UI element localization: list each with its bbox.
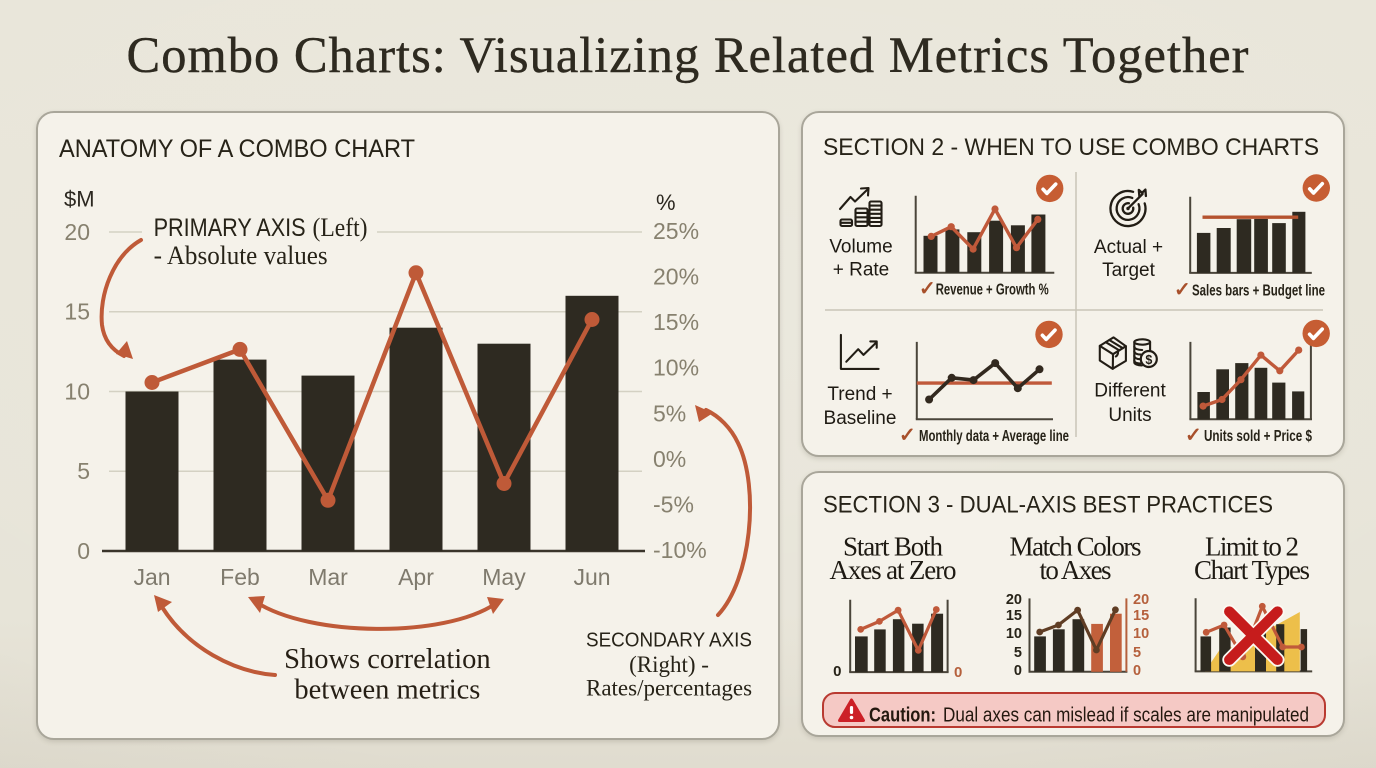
svg-text:10: 10 [1133,626,1149,642]
svg-text:15: 15 [64,299,90,325]
svg-text:Limit to 2: Limit to 2 [1205,532,1299,562]
svg-text:20%: 20% [653,264,699,290]
svg-text:between metrics: between metrics [294,675,480,706]
svg-text:Units sold + Price $: Units sold + Price $ [1204,428,1312,445]
svg-text:✓: ✓ [899,425,916,447]
svg-text:Actual +: Actual + [1094,237,1163,258]
svg-text:Axes at Zero: Axes at Zero [830,555,957,585]
svg-text:SECTION 2 - WHEN TO USE COMBO: SECTION 2 - WHEN TO USE COMBO CHARTS [823,134,1319,161]
svg-text:0: 0 [954,664,962,681]
svg-text:Sales bars + Budget line: Sales bars + Budget line [1192,283,1325,300]
svg-text:5: 5 [77,458,90,484]
svg-text:Trend +: Trend + [827,384,892,405]
svg-text:Target: Target [1102,260,1156,281]
svg-text:- Absolute values: - Absolute values [154,240,328,270]
svg-text:10: 10 [64,379,90,405]
svg-text:0: 0 [833,663,841,680]
svg-text:$: $ [1145,353,1152,367]
svg-text:15%: 15% [653,309,699,335]
svg-text:%: % [656,190,676,215]
svg-text:(Left): (Left) [313,212,368,242]
svg-text:Match Colors: Match Colors [1010,532,1142,562]
svg-text:Apr: Apr [398,564,434,590]
svg-text:25%: 25% [653,218,699,244]
svg-text:✓: ✓ [1174,279,1191,301]
svg-text:Jun: Jun [573,564,610,590]
svg-text:Mar: Mar [308,564,348,590]
svg-text:Chart Types: Chart Types [1194,555,1310,585]
svg-text:PRIMARY AXIS: PRIMARY AXIS [154,214,306,242]
svg-text:✓: ✓ [1185,425,1202,447]
svg-text:15: 15 [1006,608,1022,624]
svg-text:✓: ✓ [919,278,936,300]
svg-text:Volume: Volume [829,237,892,258]
svg-text:(Right) -: (Right) - [629,652,709,677]
svg-text:-5%: -5% [653,491,694,517]
svg-text:Monthly data + Average line: Monthly data + Average line [919,428,1069,445]
svg-text:Dual axes can mislead if scale: Dual axes can mislead if scales are mani… [943,703,1309,726]
svg-text:0: 0 [1133,663,1141,679]
svg-text:Jan: Jan [133,564,170,590]
svg-text:15: 15 [1133,608,1149,624]
svg-text:$M: $M [64,187,95,212]
svg-text:Rates/percentages: Rates/percentages [586,676,752,701]
svg-text:Units: Units [1108,405,1151,426]
svg-text:5: 5 [1133,645,1141,661]
svg-text:20: 20 [1006,592,1022,608]
svg-text:May: May [482,564,526,590]
svg-text:Shows correlation: Shows correlation [284,644,491,675]
svg-text:-10%: -10% [653,537,707,563]
svg-text:0: 0 [77,538,90,564]
svg-text:SECTION 3 - DUAL-AXIS BEST PRA: SECTION 3 - DUAL-AXIS BEST PRACTICES [823,492,1273,519]
svg-text:SECONDARY AXIS: SECONDARY AXIS [586,629,752,652]
svg-text:10%: 10% [653,355,699,381]
svg-text:ANATOMY OF A COMBO CHART: ANATOMY OF A COMBO CHART [59,135,415,163]
svg-text:Caution:: Caution: [869,703,936,726]
svg-text:Revenue + Growth %: Revenue + Growth % [936,282,1049,299]
svg-text:20: 20 [64,219,90,245]
svg-text:0%: 0% [653,446,686,472]
svg-text:20: 20 [1133,592,1149,608]
svg-text:+ Rate: + Rate [833,259,890,280]
svg-text:Baseline: Baseline [824,408,897,429]
svg-text:to Axes: to Axes [1040,555,1112,585]
svg-text:0: 0 [1014,663,1022,679]
svg-text:5%: 5% [653,400,686,426]
svg-text:5: 5 [1014,645,1022,661]
svg-text:Different: Different [1094,381,1166,402]
svg-text:Start Both: Start Both [843,532,944,562]
svg-text:Feb: Feb [220,564,260,590]
svg-text:10: 10 [1006,626,1022,642]
